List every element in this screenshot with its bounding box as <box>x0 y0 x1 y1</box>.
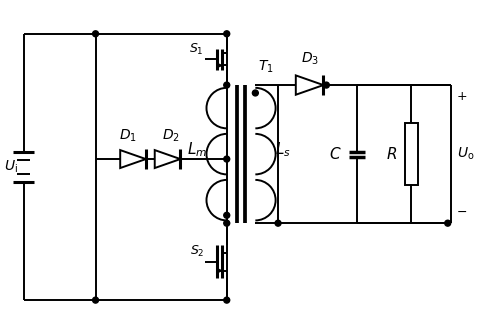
Text: $L_s$: $L_s$ <box>275 140 291 159</box>
Text: $L_m$: $L_m$ <box>187 140 207 159</box>
Text: $R$: $R$ <box>386 146 397 162</box>
Circle shape <box>224 156 230 162</box>
Text: $D_1$: $D_1$ <box>119 128 137 144</box>
Text: $C$: $C$ <box>329 146 342 162</box>
Circle shape <box>224 212 230 218</box>
Text: $-$: $-$ <box>456 205 467 218</box>
Circle shape <box>252 90 258 96</box>
Circle shape <box>275 220 281 226</box>
Circle shape <box>224 297 230 303</box>
Text: $U_\mathrm{o}$: $U_\mathrm{o}$ <box>456 146 474 162</box>
Text: $U_\mathrm{i}$: $U_\mathrm{i}$ <box>4 159 18 175</box>
Bar <box>405 123 418 185</box>
Circle shape <box>324 82 329 88</box>
Text: $T_1$: $T_1$ <box>258 59 274 75</box>
Circle shape <box>224 31 230 37</box>
Circle shape <box>224 82 230 88</box>
Text: $D_3$: $D_3$ <box>301 51 319 67</box>
Text: $D_2$: $D_2$ <box>162 128 179 144</box>
Circle shape <box>445 220 451 226</box>
Text: $+$: $+$ <box>456 90 467 103</box>
Text: $S_1$: $S_1$ <box>189 42 204 57</box>
Text: $S_2$: $S_2$ <box>189 244 204 259</box>
Circle shape <box>93 31 98 37</box>
Circle shape <box>93 297 98 303</box>
Circle shape <box>224 220 230 226</box>
